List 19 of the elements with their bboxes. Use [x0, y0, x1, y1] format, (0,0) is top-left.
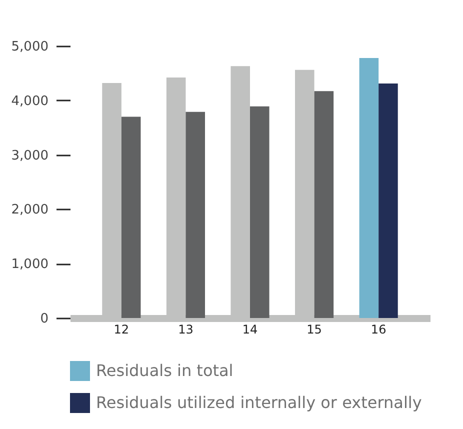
bar: [121, 116, 141, 318]
legend-label: Residuals in total: [96, 361, 234, 380]
y-tick-label: 0: [40, 312, 48, 326]
x-tick-label: 13: [178, 322, 194, 336]
bar: [378, 84, 398, 318]
legend-label: Residuals utilized internally or externally: [96, 393, 422, 412]
y-tick-label: 2,000: [11, 202, 48, 218]
x-tick-label: 16: [370, 322, 386, 336]
y-tick-label: 5,000: [11, 40, 48, 54]
y-tick-label: 4,000: [11, 94, 48, 109]
bar: [359, 58, 379, 318]
y-tick-label: 3,000: [11, 148, 48, 164]
bar: [186, 112, 205, 318]
x-tick-label: 12: [114, 322, 130, 336]
bar: [250, 106, 270, 318]
bar: [314, 91, 334, 318]
y-tick-label: 1,000: [11, 257, 48, 272]
x-tick-label: 14: [242, 322, 258, 336]
x-tick-label: 15: [306, 322, 322, 336]
